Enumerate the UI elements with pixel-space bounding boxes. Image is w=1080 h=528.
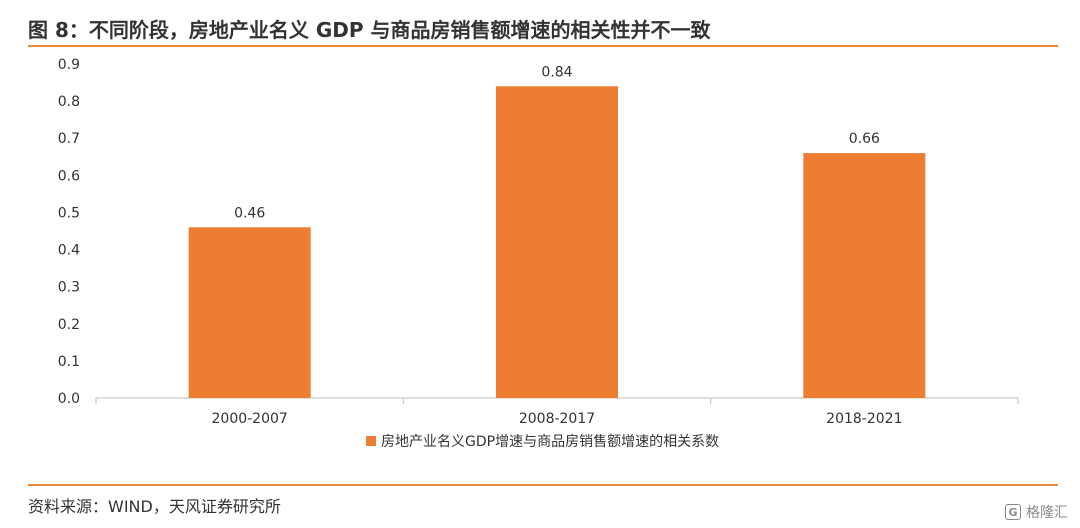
- y-tick-label: 0.8: [58, 94, 80, 110]
- legend-swatch: [366, 436, 376, 446]
- y-tick-label: 0.6: [58, 168, 80, 184]
- bar: [803, 153, 926, 398]
- bar-data-label: 0.46: [234, 205, 265, 221]
- x-category-label: 2018-2021: [826, 411, 902, 427]
- bar-chart: 0.0 0.1 0.2 0.3 0.4 0.5 0.6 0.7 0.8 0.9 0.46 2000-2…: [58, 57, 1019, 450]
- bar-data-label: 0.84: [541, 64, 572, 80]
- y-tick-label: 0.5: [58, 205, 80, 221]
- watermark: G 格隆汇: [1005, 502, 1068, 522]
- figure-title: 图 8：不同阶段，房地产业名义 GDP 与商品房销售额增速的相关性并不一致: [28, 18, 711, 42]
- watermark-text: 格隆汇: [1026, 505, 1068, 521]
- y-tick-label: 0.9: [58, 57, 80, 73]
- bar-data-label: 0.66: [849, 131, 880, 147]
- gelonghui-logo-icon: G: [1005, 504, 1021, 520]
- x-category-label: 2008-2017: [519, 411, 595, 427]
- y-tick-label: 0.2: [58, 317, 80, 333]
- y-tick-label: 0.0: [58, 391, 80, 407]
- title-divider: [28, 45, 1058, 47]
- source-note: 资料来源：WIND，天风证券研究所: [28, 497, 281, 516]
- y-tick-label: 0.3: [58, 280, 80, 296]
- y-tick-label: 0.7: [58, 131, 80, 147]
- source-divider: [28, 484, 1058, 486]
- bar: [188, 227, 311, 398]
- x-category-label: 2000-2007: [212, 411, 288, 427]
- bar: [496, 86, 618, 398]
- y-tick-label: 0.1: [58, 354, 80, 370]
- legend-label: 房地产业名义GDP增速与商品房销售额增速的相关系数: [381, 434, 719, 450]
- y-tick-label: 0.4: [58, 243, 80, 259]
